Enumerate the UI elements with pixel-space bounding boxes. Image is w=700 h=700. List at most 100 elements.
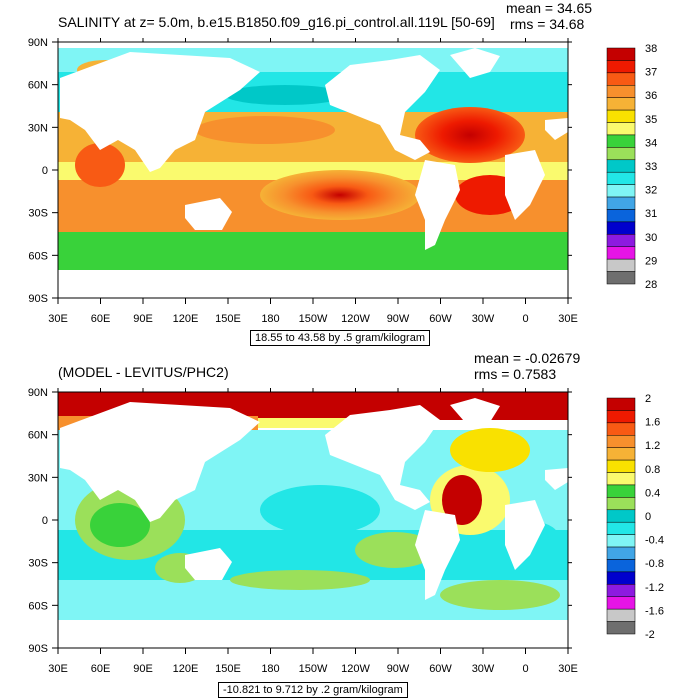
colorbar-label: 33 xyxy=(645,161,657,173)
y-tick-label: 30S xyxy=(28,558,48,570)
salinity-map-svg: 30E 60E 90E 120E 150E 180 150W 120W 90W 60W 30W 0 30… xyxy=(28,37,657,325)
x-tick-label: 90E xyxy=(133,313,153,325)
colorbar-swatch xyxy=(606,60,636,74)
colorbar-label: -2 xyxy=(645,629,655,641)
colorbar-label: 28 xyxy=(645,279,657,291)
chart-title: SALINITY at z= 5.0m, b.e15.B1850.f09_g16… xyxy=(58,14,495,30)
x-tick-label: 180 xyxy=(261,663,279,675)
colorbar-swatch xyxy=(606,47,636,61)
x-tick-label: 120E xyxy=(173,313,199,325)
x-tick-label: 120E xyxy=(173,663,199,675)
colorbar-label: 35 xyxy=(645,114,657,126)
colorbar-swatch xyxy=(606,97,636,111)
colorbar-label: -0.8 xyxy=(645,558,664,570)
colorbar-swatch xyxy=(606,397,636,411)
x-tick-label: 120W xyxy=(341,313,370,325)
y-tick-label: 60S xyxy=(28,600,48,612)
y-tick-label: 90S xyxy=(28,643,48,655)
colorbar-swatch xyxy=(606,596,636,610)
x-tick-label: 120W xyxy=(341,663,370,675)
x-tick-label: 60E xyxy=(91,663,111,675)
x-tick-label: 150E xyxy=(215,313,241,325)
colorbar-label: 37 xyxy=(645,67,657,79)
x-tick-label: 150W xyxy=(299,663,328,675)
colorbar-swatch xyxy=(606,509,636,523)
y-tick-label: 30S xyxy=(28,208,48,220)
colorbar-swatch xyxy=(606,534,636,548)
colorbar-swatch xyxy=(606,497,636,511)
chart-title: (MODEL - LEVITUS/PHC2) xyxy=(58,364,229,380)
colorbar-swatch xyxy=(606,72,636,86)
colorbar-label: 0.8 xyxy=(645,464,660,476)
colorbar-label: -0.4 xyxy=(645,535,664,547)
colorbar-swatch xyxy=(606,271,636,285)
colorbar-swatch xyxy=(606,171,636,185)
stat-rms: rms = 0.7583 xyxy=(474,366,557,382)
land-mask xyxy=(58,398,568,648)
colorbar-swatch xyxy=(606,571,636,585)
colorbar-label: 34 xyxy=(645,137,657,149)
colorbar-label: 29 xyxy=(645,255,657,267)
colorbar-label: 0.4 xyxy=(645,487,660,499)
colorbar-label: -1.2 xyxy=(645,582,664,594)
colorbar-swatch xyxy=(606,85,636,98)
colorbar-swatch xyxy=(606,435,636,448)
stat-mean: mean = -0.02679 xyxy=(474,350,581,366)
colorbar-swatch xyxy=(606,546,636,560)
colorbar-swatch xyxy=(606,608,636,622)
colorbar: 38 37 36 35 34 33 32 31 30 29 28 xyxy=(606,43,657,291)
x-tick-label: 0 xyxy=(522,313,528,325)
colorbar-swatch xyxy=(606,521,636,535)
y-tick-label: 90N xyxy=(28,387,48,399)
colorbar-label: 36 xyxy=(645,90,657,102)
colorbar-label: 32 xyxy=(645,185,657,197)
colorbar-label: 0 xyxy=(645,511,651,523)
colorbar-swatch xyxy=(606,484,636,498)
colorbar-swatch xyxy=(606,221,636,235)
contour-info-box: 18.55 to 43.58 by .5 gram/kilogram xyxy=(250,330,430,346)
colorbar-swatch xyxy=(606,184,636,198)
colorbar-swatch xyxy=(606,246,636,260)
colorbar-swatch xyxy=(606,258,636,272)
colorbar-swatch xyxy=(606,109,636,123)
axes: 30E 60E 90E 120E 150E 180 150W 120W 90W 60W 30W 0 30… xyxy=(28,387,578,675)
colorbar-swatch xyxy=(606,447,636,461)
colorbar-label: 1.6 xyxy=(645,417,660,429)
x-tick-label: 30E xyxy=(558,663,578,675)
y-tick-label: 60N xyxy=(28,430,48,442)
y-tick-label: 30N xyxy=(28,122,48,134)
x-tick-label: 30E xyxy=(558,313,578,325)
colorbar-swatch xyxy=(606,584,636,597)
difference-field xyxy=(58,392,568,648)
y-tick-label: 60S xyxy=(28,250,48,262)
y-tick-label: 0 xyxy=(42,165,48,177)
x-tick-label: 60W xyxy=(429,313,452,325)
difference-panel: (MODEL - LEVITUS/PHC2) mean = -0.02679 r… xyxy=(0,350,700,700)
y-tick-label: 0 xyxy=(42,515,48,527)
colorbar-label: 1.2 xyxy=(645,440,660,452)
colorbar-swatch xyxy=(606,422,636,436)
stat-rms: rms = 34.68 xyxy=(510,16,585,32)
colorbar-swatch xyxy=(606,122,636,136)
difference-map-svg: 30E 60E 90E 120E 150E 180 150W 120W 90W 60W 30W 0 30… xyxy=(28,387,664,675)
x-tick-label: 30E xyxy=(48,313,68,325)
y-tick-label: 90S xyxy=(28,293,48,305)
colorbar-swatch xyxy=(606,459,636,473)
colorbar-swatch xyxy=(606,234,636,247)
x-tick-label: 150W xyxy=(299,313,328,325)
x-tick-label: 180 xyxy=(261,313,279,325)
colorbar-swatch xyxy=(606,472,636,486)
x-tick-label: 30W xyxy=(472,663,495,675)
salinity-panel: SALINITY at z= 5.0m, b.e15.B1850.f09_g16… xyxy=(28,0,657,346)
colorbar-swatch xyxy=(606,209,636,223)
y-tick-label: 60N xyxy=(28,80,48,92)
x-tick-label: 90W xyxy=(387,663,410,675)
colorbar-label: 30 xyxy=(645,232,657,244)
salinity-field xyxy=(58,42,568,298)
colorbar-label: -1.6 xyxy=(645,605,664,617)
colorbar-swatch xyxy=(606,196,636,210)
colorbar: 2 1.6 1.2 0.8 0.4 0 -0.4 -0.8 -1.2 -1.6 -2 xyxy=(606,393,664,641)
colorbar-swatch xyxy=(606,410,636,424)
colorbar-swatch xyxy=(606,621,636,635)
colorbar-swatch xyxy=(606,559,636,573)
